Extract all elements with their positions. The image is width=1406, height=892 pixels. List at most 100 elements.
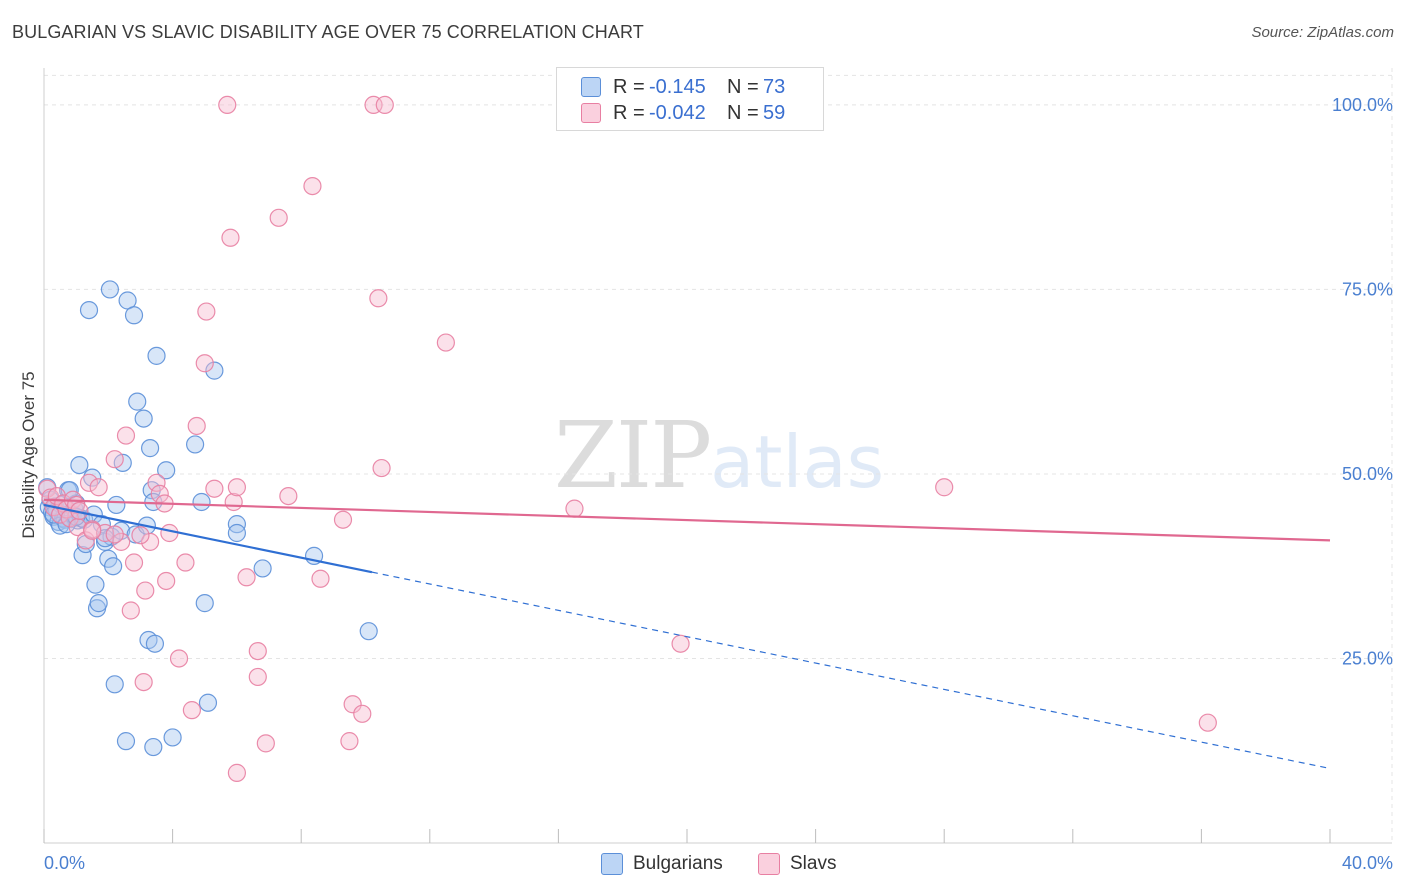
source-credit: Source: ZipAtlas.com <box>1251 24 1394 41</box>
n-value-slavs: 59 <box>763 101 786 124</box>
slav-point <box>124 553 144 572</box>
slav-point <box>248 641 267 661</box>
slav-point <box>105 450 124 469</box>
slav-point <box>121 601 140 620</box>
grid-lines <box>44 68 1393 843</box>
slav-point <box>256 734 275 753</box>
slav-point <box>182 701 201 720</box>
slav-point <box>134 672 153 692</box>
slav-point <box>79 473 99 492</box>
x-tick-label-min: 0.0% <box>44 853 85 873</box>
bulgarian-point <box>116 732 136 751</box>
slav-point <box>131 526 150 545</box>
slav-point <box>68 517 87 537</box>
slav-point <box>227 763 246 782</box>
legend-row-slavs: R = -0.042 N = 59 <box>557 100 785 126</box>
slav-point <box>83 521 102 540</box>
slav-point <box>333 510 353 529</box>
r-label: R = <box>613 101 645 124</box>
bulgarians-trend-solid <box>43 503 373 574</box>
bulgarian-point <box>134 409 153 428</box>
bulgarian-point <box>100 280 120 299</box>
slav-point <box>76 531 95 550</box>
bulgarian-point <box>89 594 108 613</box>
slav-point <box>112 532 131 551</box>
bulgarians-legend-swatch <box>601 853 623 875</box>
legend-label-slavs: Slavs <box>790 853 837 874</box>
slav-point <box>160 523 179 543</box>
bulgarian-point <box>124 306 144 325</box>
slav-point <box>369 289 388 308</box>
slav-point <box>375 95 394 115</box>
y-tick-label: 50.0% <box>1342 464 1393 484</box>
slav-point <box>89 478 108 497</box>
slav-point <box>311 569 330 588</box>
slav-point <box>303 176 322 196</box>
bulgarian-point <box>186 435 205 454</box>
slav-point <box>221 228 240 247</box>
bulgarians-trend-dashed <box>371 571 1331 770</box>
y-tick-label: 25.0% <box>1342 648 1393 668</box>
slav-point <box>169 649 189 668</box>
slav-point <box>224 492 243 512</box>
slavs-swatch <box>581 103 601 123</box>
slav-point <box>269 208 288 227</box>
chart-title: BULGARIAN VS SLAVIC DISABILITY AGE OVER … <box>12 22 644 42</box>
bulgarian-point <box>359 622 378 641</box>
bulgarian-point <box>105 675 124 694</box>
slav-point <box>187 416 206 436</box>
slav-point <box>176 553 195 572</box>
slav-point <box>671 634 690 653</box>
bulgarian-point <box>227 523 246 543</box>
slavs-legend-swatch <box>758 853 780 875</box>
slav-point <box>237 568 256 587</box>
n-value-bulgarians: 73 <box>763 75 786 98</box>
watermark-atlas: atlas <box>710 420 885 504</box>
r-value-bulgarians: -0.145 <box>649 75 706 98</box>
slav-point <box>195 354 214 373</box>
bulgarians-swatch <box>581 77 601 97</box>
y-tick-label: 75.0% <box>1342 279 1393 299</box>
slav-point <box>1198 713 1217 732</box>
bulgarian-point <box>147 346 166 365</box>
bulgarian-point <box>195 594 214 613</box>
bulgarian-point <box>205 361 224 380</box>
slav-point <box>436 333 455 352</box>
bulgarian-point <box>157 461 176 480</box>
bulgarian-point <box>140 439 160 458</box>
series-slavs-points <box>38 95 1217 782</box>
slav-point <box>565 499 584 518</box>
bulgarian-point <box>70 455 89 475</box>
bulgarian-point <box>107 495 126 515</box>
series-bulgarians-points <box>38 280 378 757</box>
slav-point <box>279 486 298 506</box>
slav-point <box>340 732 359 751</box>
bulgarian-point <box>145 634 165 653</box>
slav-point <box>140 532 160 551</box>
slav-point <box>343 695 362 714</box>
correlation-legend: R = -0.145 N = 73 R = -0.042 N = 59 <box>556 67 824 131</box>
y-tick-label: 100.0% <box>1332 95 1393 115</box>
bulgarian-point <box>83 468 102 487</box>
trend-lines <box>43 498 1331 770</box>
slav-point <box>353 704 372 723</box>
bulgarian-point <box>73 546 92 565</box>
x-tick-label-max: 40.0% <box>1342 853 1393 873</box>
legend-item-bulgarians[interactable]: Bulgarians <box>601 852 723 876</box>
bulgarian-point <box>144 737 163 757</box>
bulgarian-point <box>253 559 272 578</box>
slav-point <box>157 571 176 591</box>
bulgarian-point <box>79 300 99 320</box>
slav-point <box>248 667 267 687</box>
slav-point <box>197 302 216 321</box>
axis-labels: 25.0% 50.0% 75.0% 100.0% 0.0% 40.0% Disability… <box>19 95 1393 873</box>
bulgarian-point <box>86 575 105 594</box>
legend-item-slavs[interactable]: Slavs <box>758 852 836 876</box>
bulgarian-point <box>104 557 123 576</box>
legend-label-bulgarians: Bulgarians <box>633 853 723 874</box>
y-axis-title: Disability Age Over 75 <box>19 371 38 538</box>
slav-point <box>372 458 391 478</box>
bulgarian-point <box>163 728 182 747</box>
slav-point <box>116 426 136 445</box>
